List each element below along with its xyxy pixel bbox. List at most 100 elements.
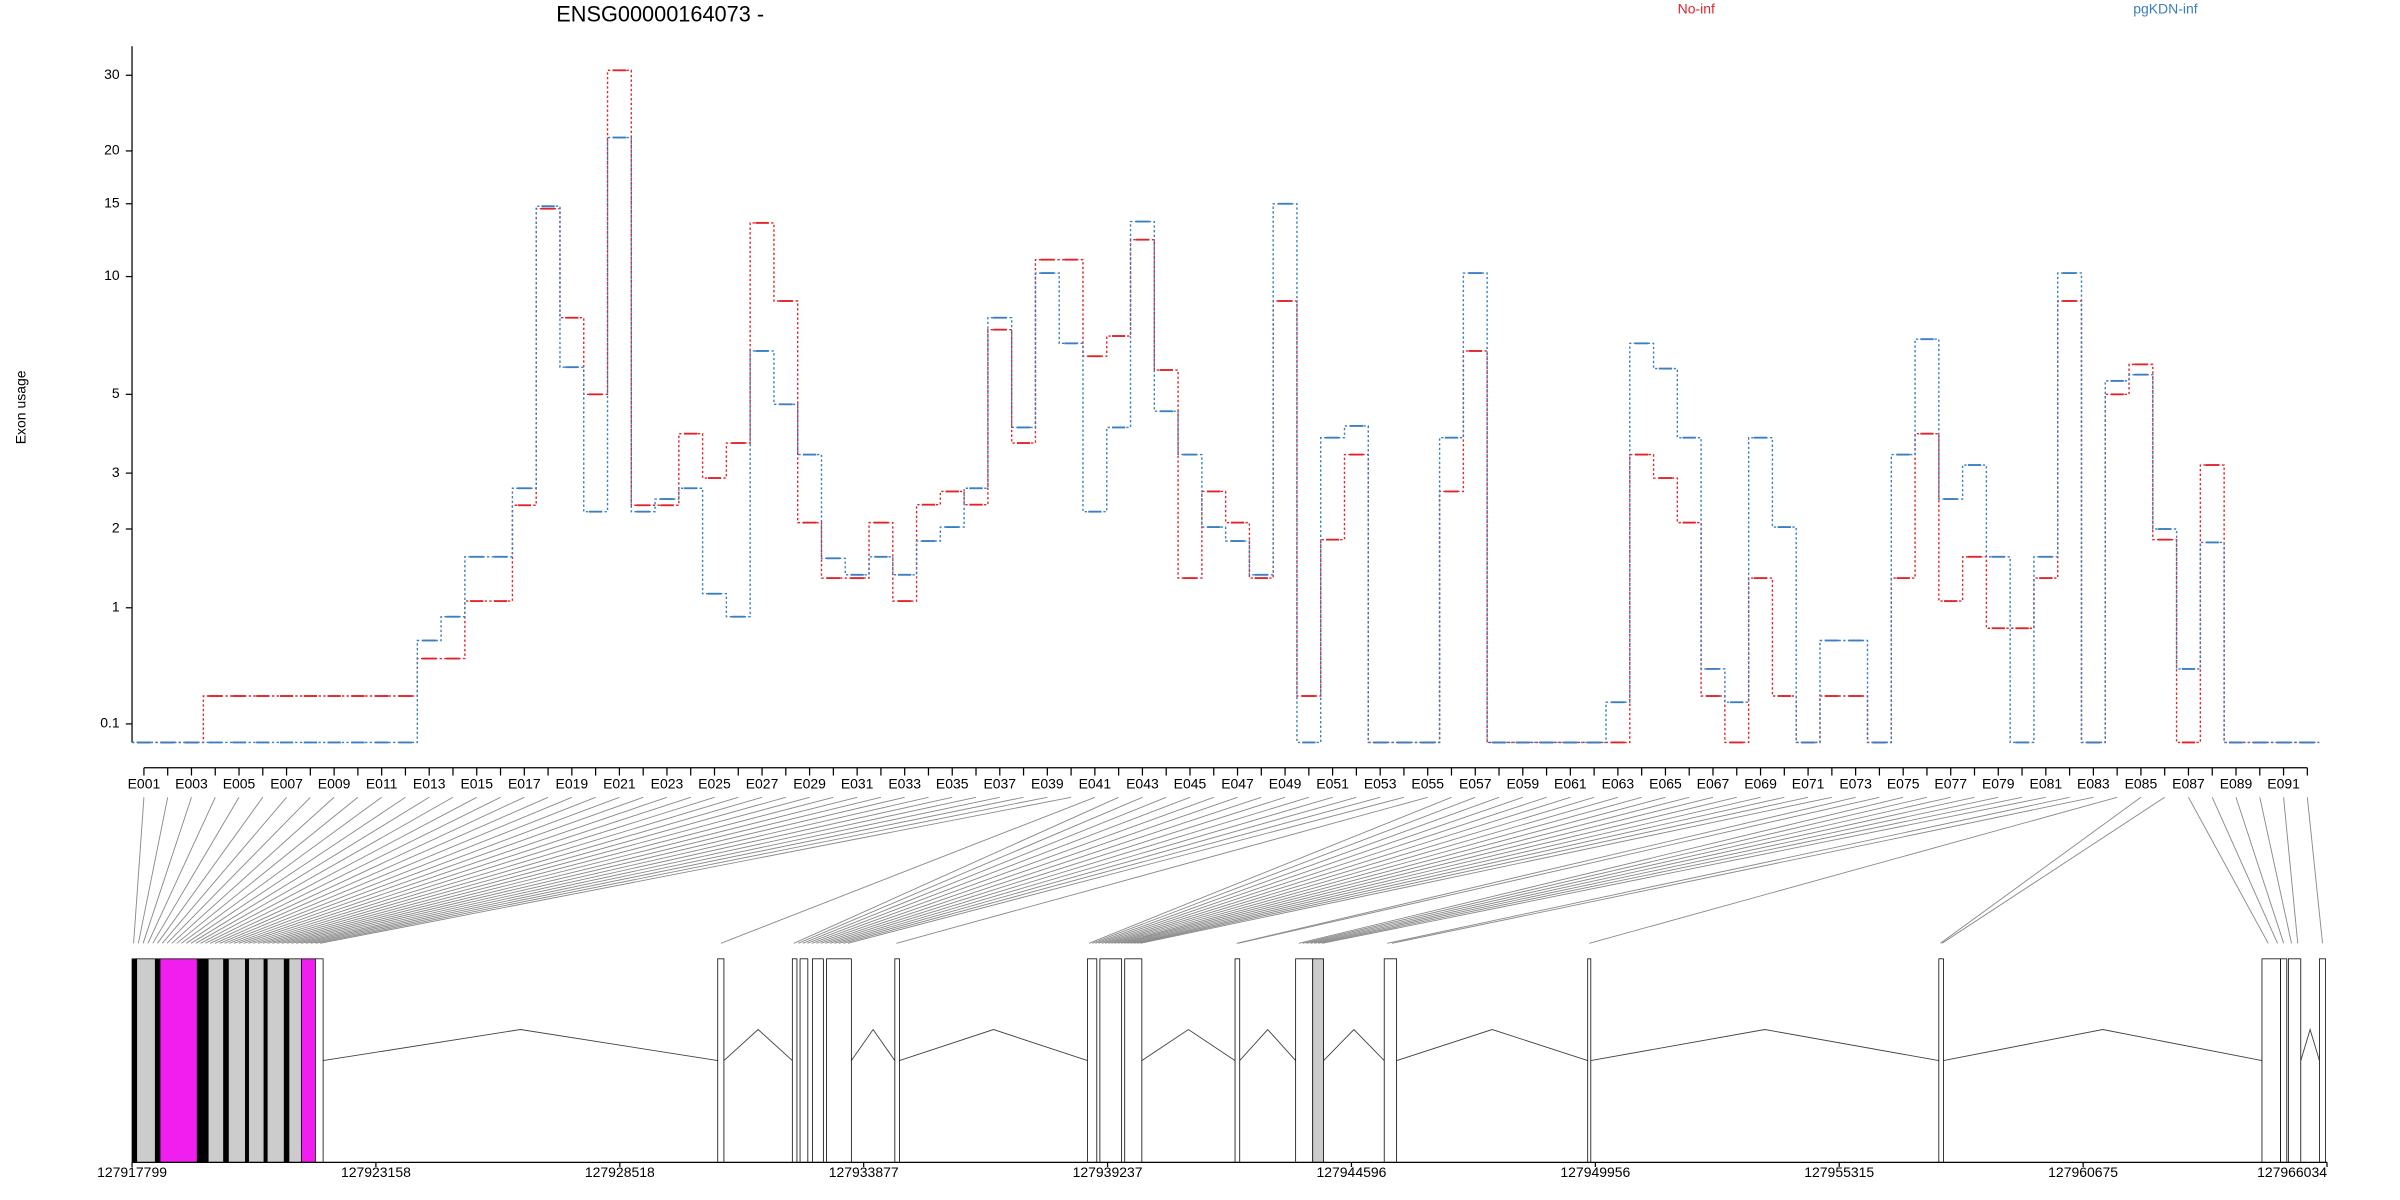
exon-connector bbox=[315, 796, 1048, 944]
genome-tick-label: 127939237 bbox=[1073, 1164, 1143, 1180]
exon-connector bbox=[1111, 796, 1619, 944]
genome-tick-label: 127960675 bbox=[2048, 1164, 2118, 1180]
x-tick-label: E049 bbox=[1269, 776, 1302, 792]
exon-connector bbox=[1236, 796, 1856, 944]
exon-connector bbox=[834, 796, 1333, 944]
exon-connector bbox=[296, 796, 953, 944]
x-tick-label: E083 bbox=[2077, 776, 2110, 792]
exon-block bbox=[223, 958, 229, 1163]
step-line bbox=[132, 136, 2320, 744]
x-tick-label: E043 bbox=[1126, 776, 1159, 792]
exon-block bbox=[207, 958, 225, 1163]
x-tick-label: E091 bbox=[2267, 776, 2300, 792]
exon-block bbox=[1938, 958, 1944, 1163]
x-tick-label: E041 bbox=[1079, 776, 1112, 792]
genome-tick-label: 127923158 bbox=[341, 1164, 411, 1180]
exon-connector bbox=[305, 796, 1000, 944]
exon-connector bbox=[205, 796, 501, 944]
x-tick-label: E011 bbox=[366, 776, 398, 792]
x-tick-label: E021 bbox=[603, 776, 636, 792]
exon-block bbox=[826, 958, 852, 1163]
exon-connector bbox=[209, 796, 525, 944]
exon-connector bbox=[137, 797, 169, 944]
exon-block bbox=[1099, 958, 1123, 1163]
exon-connector bbox=[190, 796, 430, 944]
exon-connector bbox=[2235, 797, 2285, 944]
exon-connector bbox=[1130, 796, 1761, 944]
exon-connector bbox=[2283, 797, 2299, 944]
intron bbox=[1141, 1028, 1236, 1061]
exon-connector bbox=[229, 796, 620, 944]
x-tick-label: E005 bbox=[223, 776, 256, 792]
x-tick-label: E035 bbox=[936, 776, 969, 792]
exon-connector bbox=[195, 796, 454, 944]
exon-connector bbox=[2211, 797, 2278, 944]
y-tick-label: 30 bbox=[104, 66, 120, 82]
genome-tick-label: 127917799 bbox=[97, 1164, 167, 1180]
exon-connector bbox=[793, 796, 1119, 944]
exon-connector bbox=[1589, 796, 2118, 944]
intron bbox=[1323, 1028, 1385, 1061]
x-tick-label: E075 bbox=[1887, 776, 1920, 792]
exon-connector bbox=[1095, 796, 1500, 944]
exon-connector bbox=[281, 796, 882, 944]
x-tick-label: E019 bbox=[556, 776, 589, 792]
x-tick-label: E085 bbox=[2125, 776, 2158, 792]
exon-connector bbox=[152, 797, 240, 944]
legend-label: No-inf bbox=[1678, 0, 1715, 16]
exon-connector bbox=[811, 796, 1214, 944]
x-tick-label: E077 bbox=[1934, 776, 1967, 792]
exon-connector bbox=[847, 796, 1405, 944]
x-tick-label: E027 bbox=[746, 776, 779, 792]
exon-block bbox=[2280, 958, 2288, 1163]
intron bbox=[1239, 1028, 1297, 1061]
exon-block bbox=[2261, 958, 2282, 1163]
exon-connector bbox=[300, 796, 977, 944]
x-tick-label: E045 bbox=[1174, 776, 1207, 792]
intron bbox=[723, 1028, 793, 1061]
x-tick-label: E017 bbox=[508, 776, 541, 792]
exon-block bbox=[245, 958, 249, 1163]
exon-connector bbox=[243, 796, 691, 944]
exon-block bbox=[1234, 958, 1241, 1163]
exon-connector bbox=[142, 797, 192, 944]
exon-connector bbox=[238, 796, 668, 944]
exon-connector bbox=[1302, 796, 1928, 944]
y-tick-label: 0.1 bbox=[100, 715, 120, 731]
exon-connector bbox=[291, 796, 929, 944]
x-tick-label: E057 bbox=[1459, 776, 1492, 792]
exon-block bbox=[812, 958, 824, 1163]
exon-block bbox=[248, 958, 265, 1163]
exon-connector bbox=[219, 796, 573, 944]
intron bbox=[1590, 1029, 1939, 1062]
exon-connector bbox=[1101, 796, 1547, 944]
exon-connector bbox=[181, 796, 382, 944]
intron bbox=[1943, 1029, 2263, 1062]
y-tick-label: 20 bbox=[104, 142, 120, 158]
exon-block bbox=[227, 958, 246, 1163]
exon-block bbox=[894, 958, 900, 1163]
y-tick-label: 3 bbox=[112, 464, 120, 480]
exon-connector bbox=[286, 796, 905, 944]
exon-connector bbox=[1127, 796, 1737, 944]
y-tick-label: 2 bbox=[112, 520, 120, 536]
exon-connector bbox=[896, 796, 1428, 944]
exon-connector bbox=[267, 796, 810, 944]
exon-block bbox=[159, 958, 198, 1163]
x-tick-label: E029 bbox=[793, 776, 826, 792]
exon-connector bbox=[1133, 796, 1785, 944]
exon-connector bbox=[829, 796, 1309, 944]
exon-block bbox=[1087, 958, 1098, 1163]
x-tick-label: E067 bbox=[1697, 776, 1730, 792]
x-tick-label: E065 bbox=[1649, 776, 1682, 792]
exon-connector bbox=[185, 796, 406, 944]
exon-block bbox=[799, 958, 809, 1163]
x-tick-label: E079 bbox=[1982, 776, 2015, 792]
x-tick-label: E053 bbox=[1364, 776, 1397, 792]
exon-block bbox=[2319, 958, 2327, 1163]
exon-block bbox=[1312, 958, 1324, 1163]
exon-block bbox=[791, 958, 798, 1163]
x-tick-label: E047 bbox=[1221, 776, 1254, 792]
exon-block bbox=[136, 958, 156, 1163]
exon-connector bbox=[1124, 796, 1714, 944]
